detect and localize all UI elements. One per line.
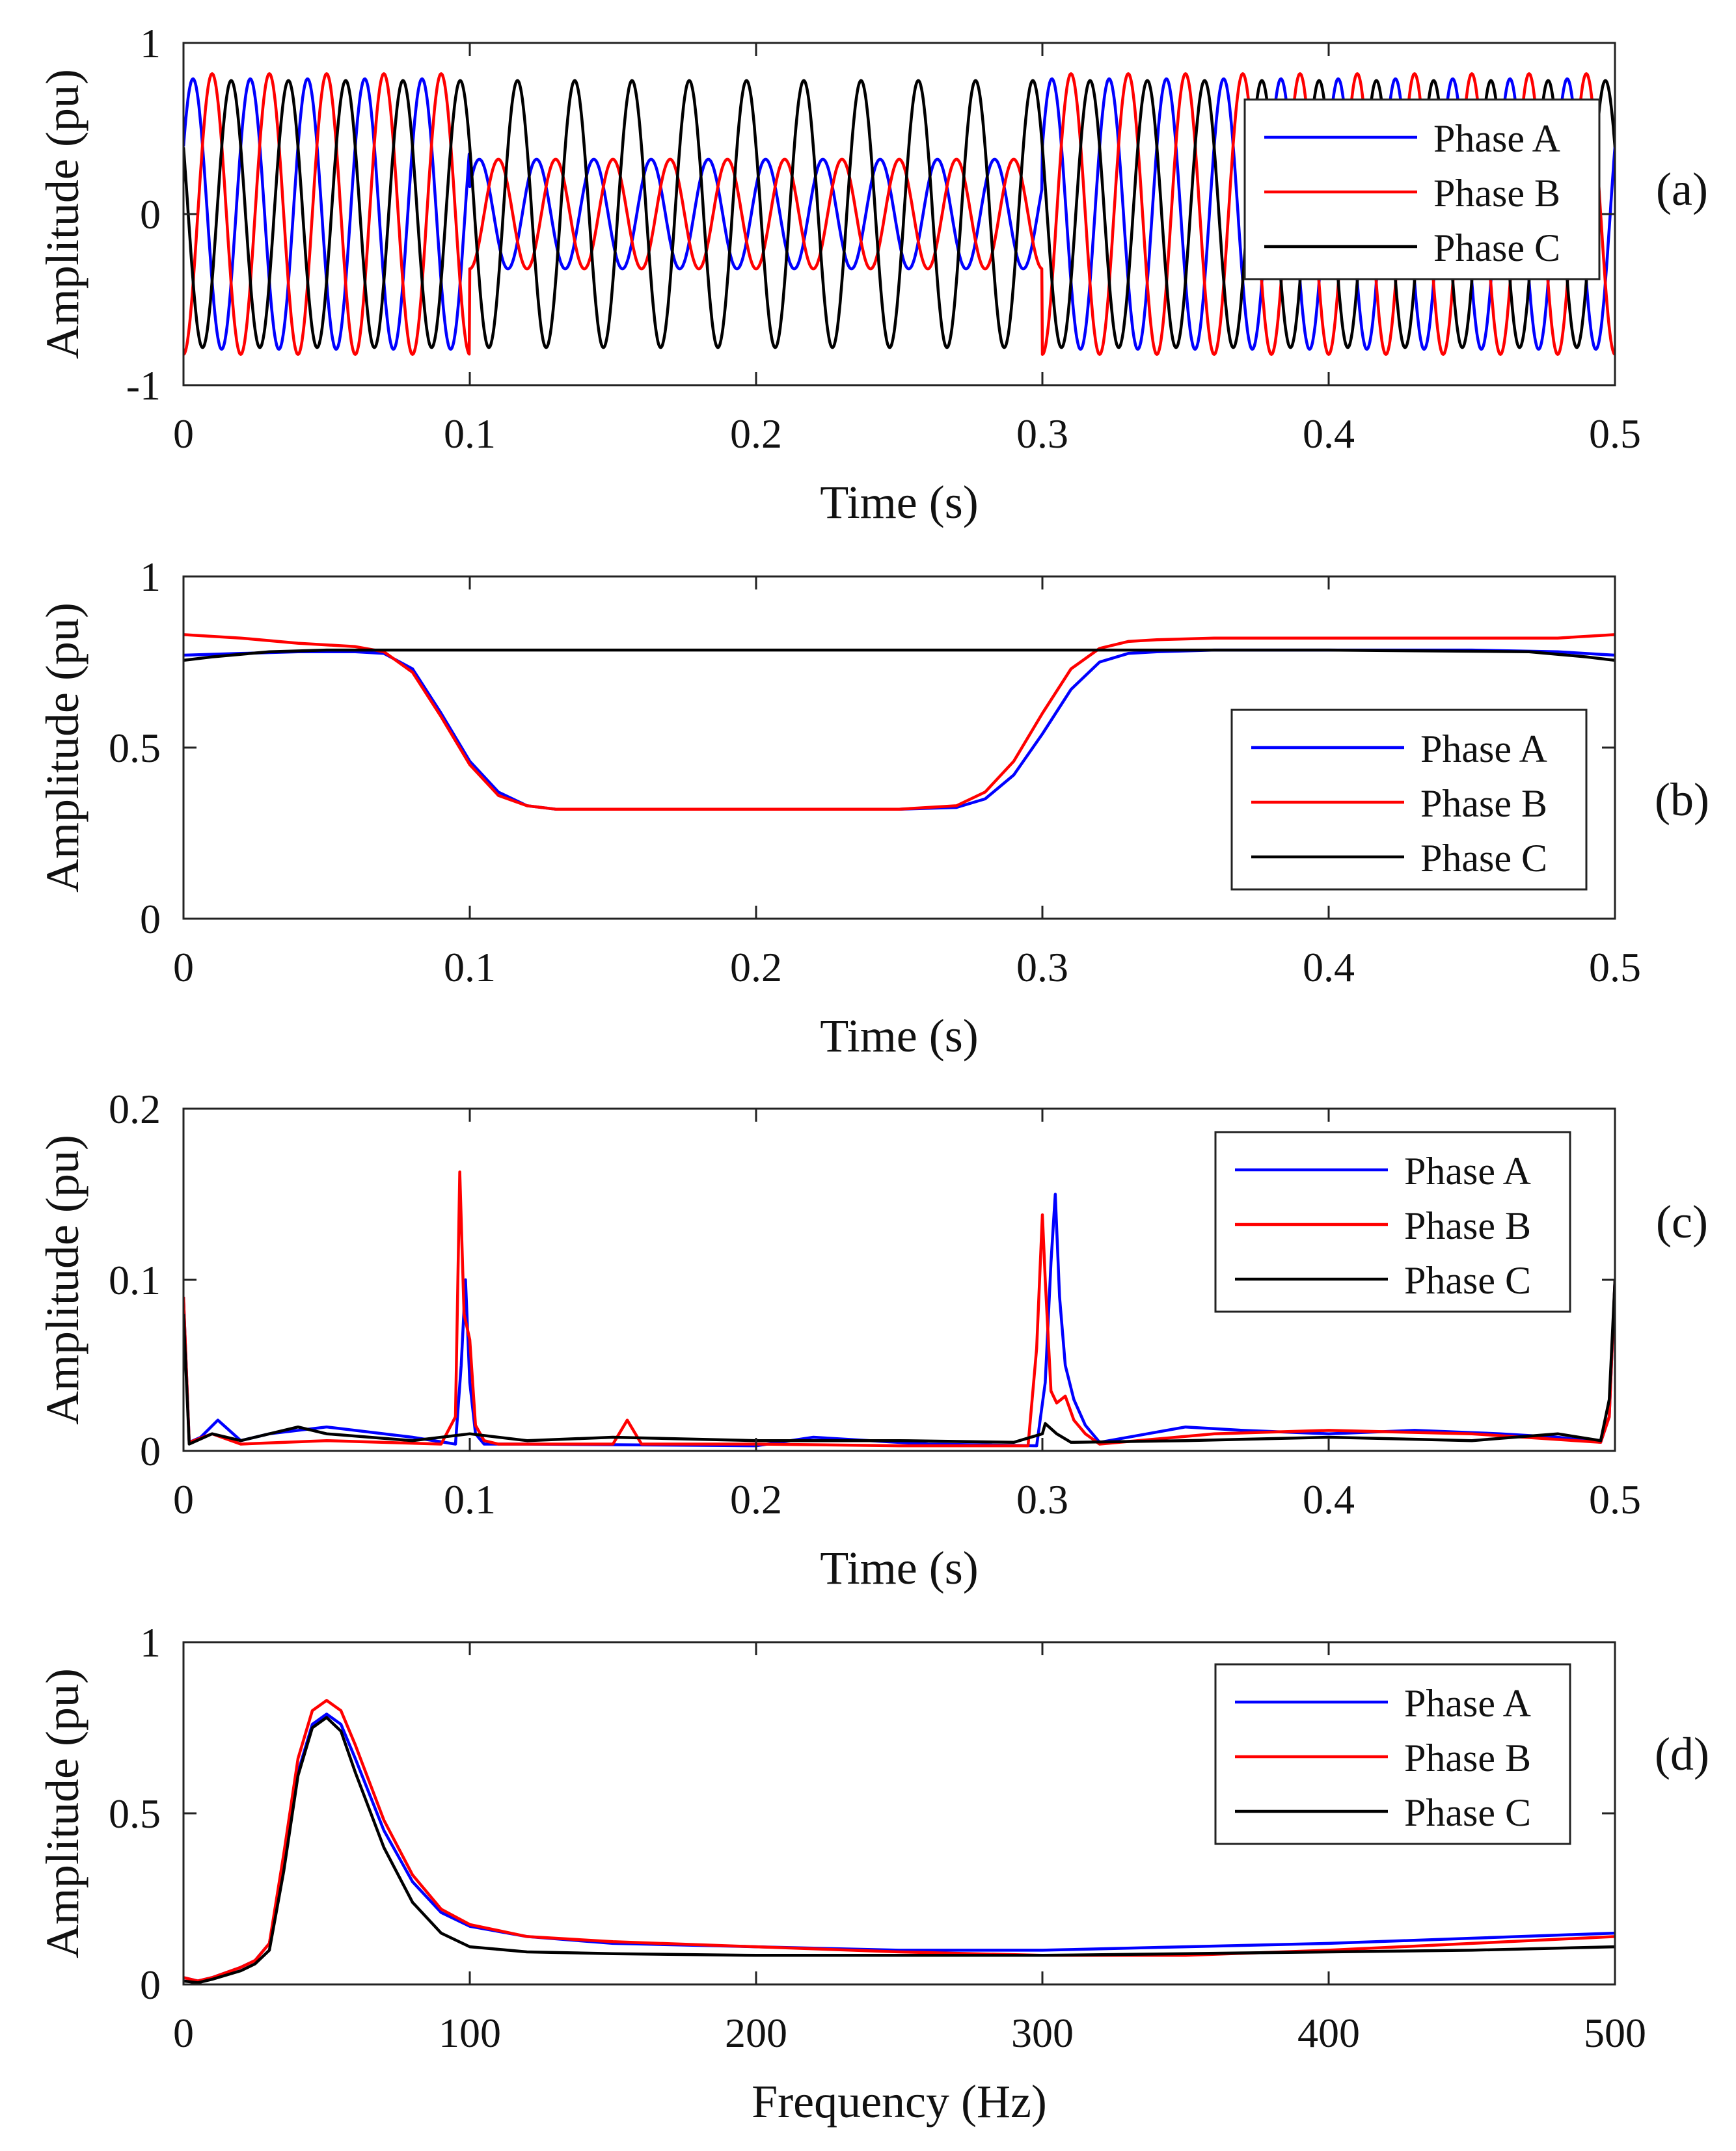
legend: Phase A Phase B Phase C [1214, 1131, 1571, 1313]
panel-2: 0 0.1 0.2 0.3 0.4 0.5 0 0.1 0.2 Time (s) Amplitude… [36, 1086, 1708, 1594]
x-axis-label: Time (s) [820, 1010, 978, 1062]
y-tick-label: -1 [126, 362, 161, 409]
y-axis-label: Amplitude (pu) [36, 602, 88, 893]
legend-entry: Phase B [1404, 1204, 1531, 1247]
x-tick-label: 300 [1011, 2010, 1074, 2056]
y-tick-label: 0 [140, 191, 161, 237]
y-tick-label: 0.2 [109, 1086, 161, 1132]
y-tick-label: 0 [140, 896, 161, 942]
series-line-phase-c [183, 79, 1615, 349]
y-axis-label: Amplitude (pu) [36, 1135, 88, 1425]
y-tick-label: 1 [140, 20, 161, 66]
legend-entry: Phase B [1433, 172, 1560, 215]
panel-3: 0 100 200 300 400 500 0 0.5 1 Frequency (Hz) Ampli… [36, 1619, 1709, 2128]
x-tick-label: 0.2 [730, 1476, 782, 1522]
y-tick-label: 0.1 [109, 1257, 161, 1303]
y-tick-label: 0 [140, 1428, 161, 1474]
x-tick-label: 0.5 [1589, 944, 1641, 990]
y-axis-label: Amplitude (pu) [36, 69, 88, 359]
y-tick-label: 1 [140, 554, 161, 600]
x-tick-label: 400 [1297, 2010, 1360, 2056]
plot-area [183, 633, 1615, 811]
x-tick-label: 0 [173, 2010, 194, 2056]
y-axis-label: Amplitude (pu) [36, 1668, 88, 1958]
legend-entry: Phase A [1404, 1682, 1531, 1725]
y-tick-label: 0 [140, 1962, 161, 2008]
x-tick-label: 0.5 [1589, 411, 1641, 457]
panel-label: (a) [1656, 163, 1708, 215]
x-tick-label: 0 [173, 411, 194, 457]
panel-label: (d) [1655, 1728, 1709, 1780]
panel-1: 0 0.1 0.2 0.3 0.4 0.5 0 0.5 1 Time (s) Amplitude (… [36, 554, 1709, 1062]
x-axis-label: Frequency (Hz) [752, 2076, 1047, 2128]
legend-box [1214, 1131, 1571, 1313]
panel-label: (c) [1656, 1196, 1708, 1248]
legend: Phase A Phase B Phase C [1243, 98, 1601, 280]
plot-area [183, 1170, 1615, 1448]
x-tick-label: 0.3 [1016, 411, 1068, 457]
x-tick-label: 500 [1584, 2010, 1646, 2056]
x-tick-label: 0.1 [444, 411, 496, 457]
series-line-phase-c [183, 1716, 1615, 1984]
y-tick-label: 1 [140, 1619, 161, 1666]
series-line-phase-b [183, 633, 1615, 811]
x-tick-label: 0.5 [1589, 1476, 1641, 1522]
legend-entry: Phase C [1420, 837, 1547, 880]
legend-entry: Phase A [1433, 117, 1560, 160]
x-tick-label: 0.4 [1303, 944, 1355, 990]
series-line-phase-c [183, 1279, 1615, 1446]
legend: Phase A Phase B Phase C [1230, 709, 1588, 891]
x-tick-label: 200 [725, 2010, 787, 2056]
x-tick-label: 0.1 [444, 1476, 496, 1522]
panel-0: 0 0.1 0.2 0.3 0.4 0.5 -1 0 1 Time (s) Amplitude (p… [36, 20, 1708, 528]
y-tick-label: 0.5 [109, 1791, 161, 1837]
legend-box [1230, 709, 1588, 891]
legend-entry: Phase A [1420, 727, 1547, 770]
legend: Phase A Phase B Phase C [1214, 1663, 1571, 1845]
plot-area [183, 72, 1615, 356]
x-tick-label: 0.4 [1303, 1476, 1355, 1522]
legend-entry: Phase C [1433, 226, 1560, 269]
plot-area [183, 1699, 1615, 1984]
y-tick-label: 0.5 [109, 725, 161, 771]
legend-box [1214, 1663, 1571, 1845]
x-axis-label: Time (s) [820, 476, 978, 528]
x-tick-label: 0.4 [1303, 411, 1355, 457]
x-tick-label: 0 [173, 1476, 194, 1522]
legend-entry: Phase A [1404, 1150, 1531, 1193]
x-tick-label: 100 [439, 2010, 501, 2056]
legend-entry: Phase B [1420, 782, 1547, 825]
x-tick-label: 0 [173, 944, 194, 990]
x-tick-label: 0.3 [1016, 944, 1068, 990]
legend-entry: Phase B [1404, 1737, 1531, 1779]
x-tick-label: 0.2 [730, 411, 782, 457]
x-tick-label: 0.3 [1016, 1476, 1068, 1522]
x-tick-label: 0.2 [730, 944, 782, 990]
legend-entry: Phase C [1404, 1791, 1531, 1834]
panel-label: (b) [1655, 774, 1709, 826]
legend-entry: Phase C [1404, 1259, 1531, 1302]
x-axis-label: Time (s) [820, 1542, 978, 1594]
series-line-phase-b [183, 1170, 1615, 1448]
x-tick-label: 0.1 [444, 944, 496, 990]
series-line-phase-c [183, 648, 1615, 662]
legend-box [1243, 98, 1601, 280]
